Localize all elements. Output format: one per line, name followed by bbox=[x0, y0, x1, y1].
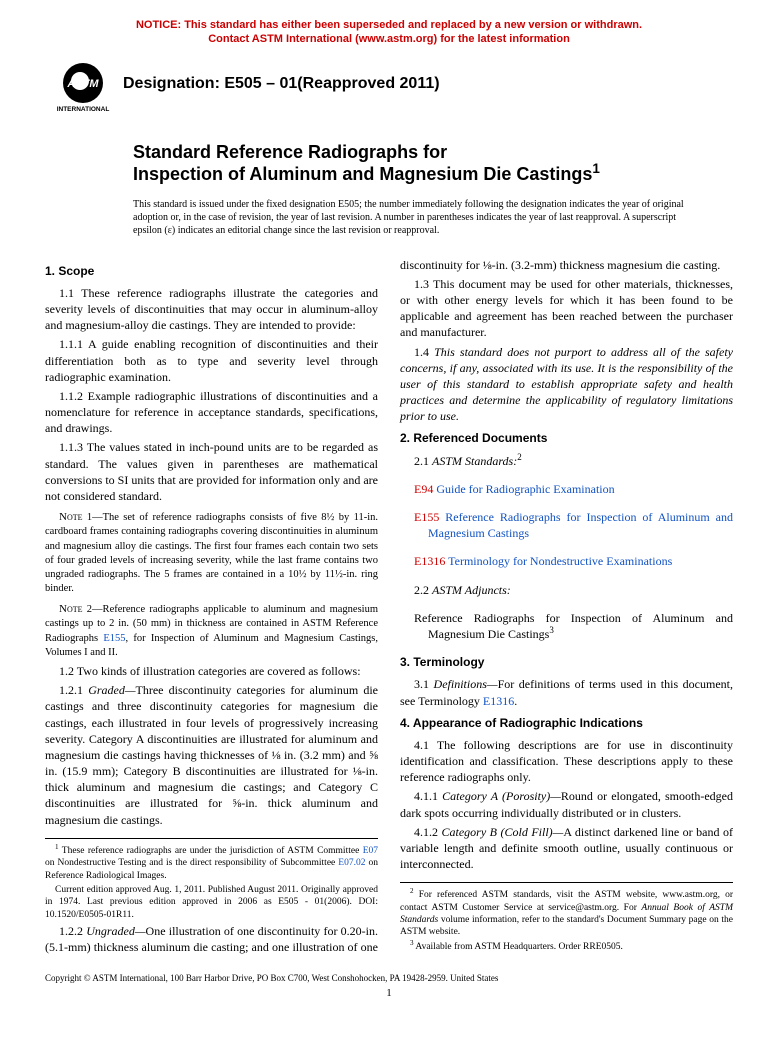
p411-italic: Category A (Porosity)— bbox=[442, 789, 561, 803]
fn1-link2[interactable]: E07.02 bbox=[338, 858, 365, 868]
fn1-b: on Nondestructive Testing and is the dir… bbox=[45, 858, 338, 868]
superseded-notice: NOTICE: This standard has either been su… bbox=[45, 18, 733, 47]
p22-lead: 2.2 bbox=[414, 583, 432, 597]
p31-end: . bbox=[514, 694, 517, 708]
body-columns: 1. Scope 1.1 These reference radiographs… bbox=[45, 257, 733, 956]
p411-lead: 4.1.1 bbox=[414, 789, 442, 803]
p122-lead: 1.2.2 bbox=[59, 924, 86, 938]
e1316-txt[interactable]: Terminology for Nondestructive Examinati… bbox=[445, 554, 672, 568]
p-4-1: 4.1 The following descriptions are for u… bbox=[400, 737, 733, 786]
note2-e155-link[interactable]: E155 bbox=[103, 633, 125, 644]
note-label: Note bbox=[59, 511, 83, 523]
svg-text:INTERNATIONAL: INTERNATIONAL bbox=[57, 106, 110, 113]
p-1-3: 1.3 This document may be used for other … bbox=[400, 276, 733, 341]
main-title: Standard Reference Radiographs for Inspe… bbox=[133, 141, 733, 186]
ref-e155: E155 Reference Radiographs for Inspectio… bbox=[414, 509, 733, 541]
astm-logo-icon: ASTM INTERNATIONAL bbox=[55, 59, 111, 115]
fn1-a: These reference radiographs are under th… bbox=[59, 846, 363, 856]
sec3-head: 3. Terminology bbox=[400, 654, 733, 670]
p-1-1-1: 1.1.1 A guide enabling recognition of di… bbox=[45, 336, 378, 385]
fn1-d: Current edition approved Aug. 1, 2011. P… bbox=[45, 884, 378, 921]
p14-text: This standard does not purport to addres… bbox=[400, 345, 733, 424]
p31-link[interactable]: E1316 bbox=[483, 694, 514, 708]
sec1-head: 1. Scope bbox=[45, 263, 378, 279]
right-footnotes: 2 For referenced ASTM standards, visit t… bbox=[400, 882, 733, 953]
title-footnote: 1 bbox=[592, 161, 600, 176]
designation: Designation: E505 – 01(Reapproved 2011) bbox=[123, 75, 440, 93]
p22-italic: ASTM Adjuncts: bbox=[432, 583, 511, 597]
note-label-2: Note bbox=[59, 603, 83, 615]
e94-code[interactable]: E94 bbox=[414, 482, 433, 496]
p-3-1: 3.1 Definitions—For definitions of terms… bbox=[400, 676, 733, 708]
issuance-note: This standard is issued under the fixed … bbox=[133, 198, 693, 237]
e155-txt[interactable]: Reference Radiographs for Inspection of … bbox=[428, 510, 733, 540]
note-2: Note 2—Reference radiographs applicable … bbox=[45, 602, 378, 660]
header-row: ASTM INTERNATIONAL Designation: E505 – 0… bbox=[55, 59, 733, 115]
p122-italic: Ungraded— bbox=[86, 924, 145, 938]
p21-italic: ASTM Standards: bbox=[432, 454, 517, 468]
p-1-1: 1.1 These reference radiographs illustra… bbox=[45, 285, 378, 334]
p-4-1-1: 4.1.1 Category A (Porosity)—Round or elo… bbox=[400, 788, 733, 820]
p-1-2: 1.2 Two kinds of illustration categories… bbox=[45, 663, 378, 679]
ref-adjunct: Reference Radiographs for Inspection of … bbox=[414, 610, 733, 642]
e1316-code[interactable]: E1316 bbox=[414, 554, 445, 568]
p31-lead: 3.1 bbox=[414, 677, 434, 691]
notice-line2: Contact ASTM International (www.astm.org… bbox=[208, 33, 570, 45]
page-number: 1 bbox=[45, 987, 733, 999]
p-2-1: 2.1 ASTM Standards:2 bbox=[400, 453, 733, 469]
title-line1: Standard Reference Radiographs for bbox=[133, 142, 447, 162]
p412-italic: Category B (Cold Fill)— bbox=[442, 825, 564, 839]
p412-lead: 4.1.2 bbox=[414, 825, 442, 839]
fn1-link1[interactable]: E07 bbox=[363, 846, 378, 856]
notice-line1: NOTICE: This standard has either been su… bbox=[136, 19, 642, 31]
p-1-1-2: 1.1.2 Example radiographic illustrations… bbox=[45, 388, 378, 437]
sec2-head: 2. Referenced Documents bbox=[400, 430, 733, 446]
note1-text: 1—The set of reference radiographs consi… bbox=[45, 512, 378, 594]
p-4-1-2: 4.1.2 Category B (Cold Fill)—A distinct … bbox=[400, 824, 733, 873]
ref-e94: E94 Guide for Radiographic Examination bbox=[414, 481, 733, 497]
p-1-2-1: 1.2.1 Graded—Three discontinuity categor… bbox=[45, 682, 378, 828]
adjunct-txt: Reference Radiographs for Inspection of … bbox=[414, 611, 733, 641]
sec4-head: 4. Appearance of Radiographic Indication… bbox=[400, 715, 733, 731]
p-1-4: 1.4 This standard does not purport to ad… bbox=[400, 344, 733, 425]
e155-code[interactable]: E155 bbox=[414, 510, 439, 524]
left-footnotes: 1 These reference radiographs are under … bbox=[45, 838, 378, 921]
p-1-1-3: 1.1.3 The values stated in inch-pound un… bbox=[45, 439, 378, 504]
p121-text: Three discontinuity categories for alumi… bbox=[45, 683, 378, 827]
svg-text:ASTM: ASTM bbox=[66, 78, 99, 90]
p121-italic: Graded— bbox=[88, 683, 135, 697]
ref-e1316: E1316 Terminology for Nondestructive Exa… bbox=[414, 553, 733, 569]
e94-txt[interactable]: Guide for Radiographic Examination bbox=[433, 482, 614, 496]
p31-italic: Definitions— bbox=[434, 677, 498, 691]
p21-lead: 2.1 bbox=[414, 454, 432, 468]
copyright: Copyright © ASTM International, 100 Barr… bbox=[45, 973, 733, 983]
p121-lead: 1.2.1 bbox=[59, 683, 88, 697]
fn3: Available from ASTM Headquarters. Order … bbox=[414, 942, 623, 952]
title-line2: Inspection of Aluminum and Magnesium Die… bbox=[133, 164, 592, 184]
fn2-b: volume information, refer to the standar… bbox=[400, 915, 733, 937]
p-2-2: 2.2 ASTM Adjuncts: bbox=[400, 582, 733, 598]
note-1: Note 1—The set of reference radiographs … bbox=[45, 510, 378, 596]
